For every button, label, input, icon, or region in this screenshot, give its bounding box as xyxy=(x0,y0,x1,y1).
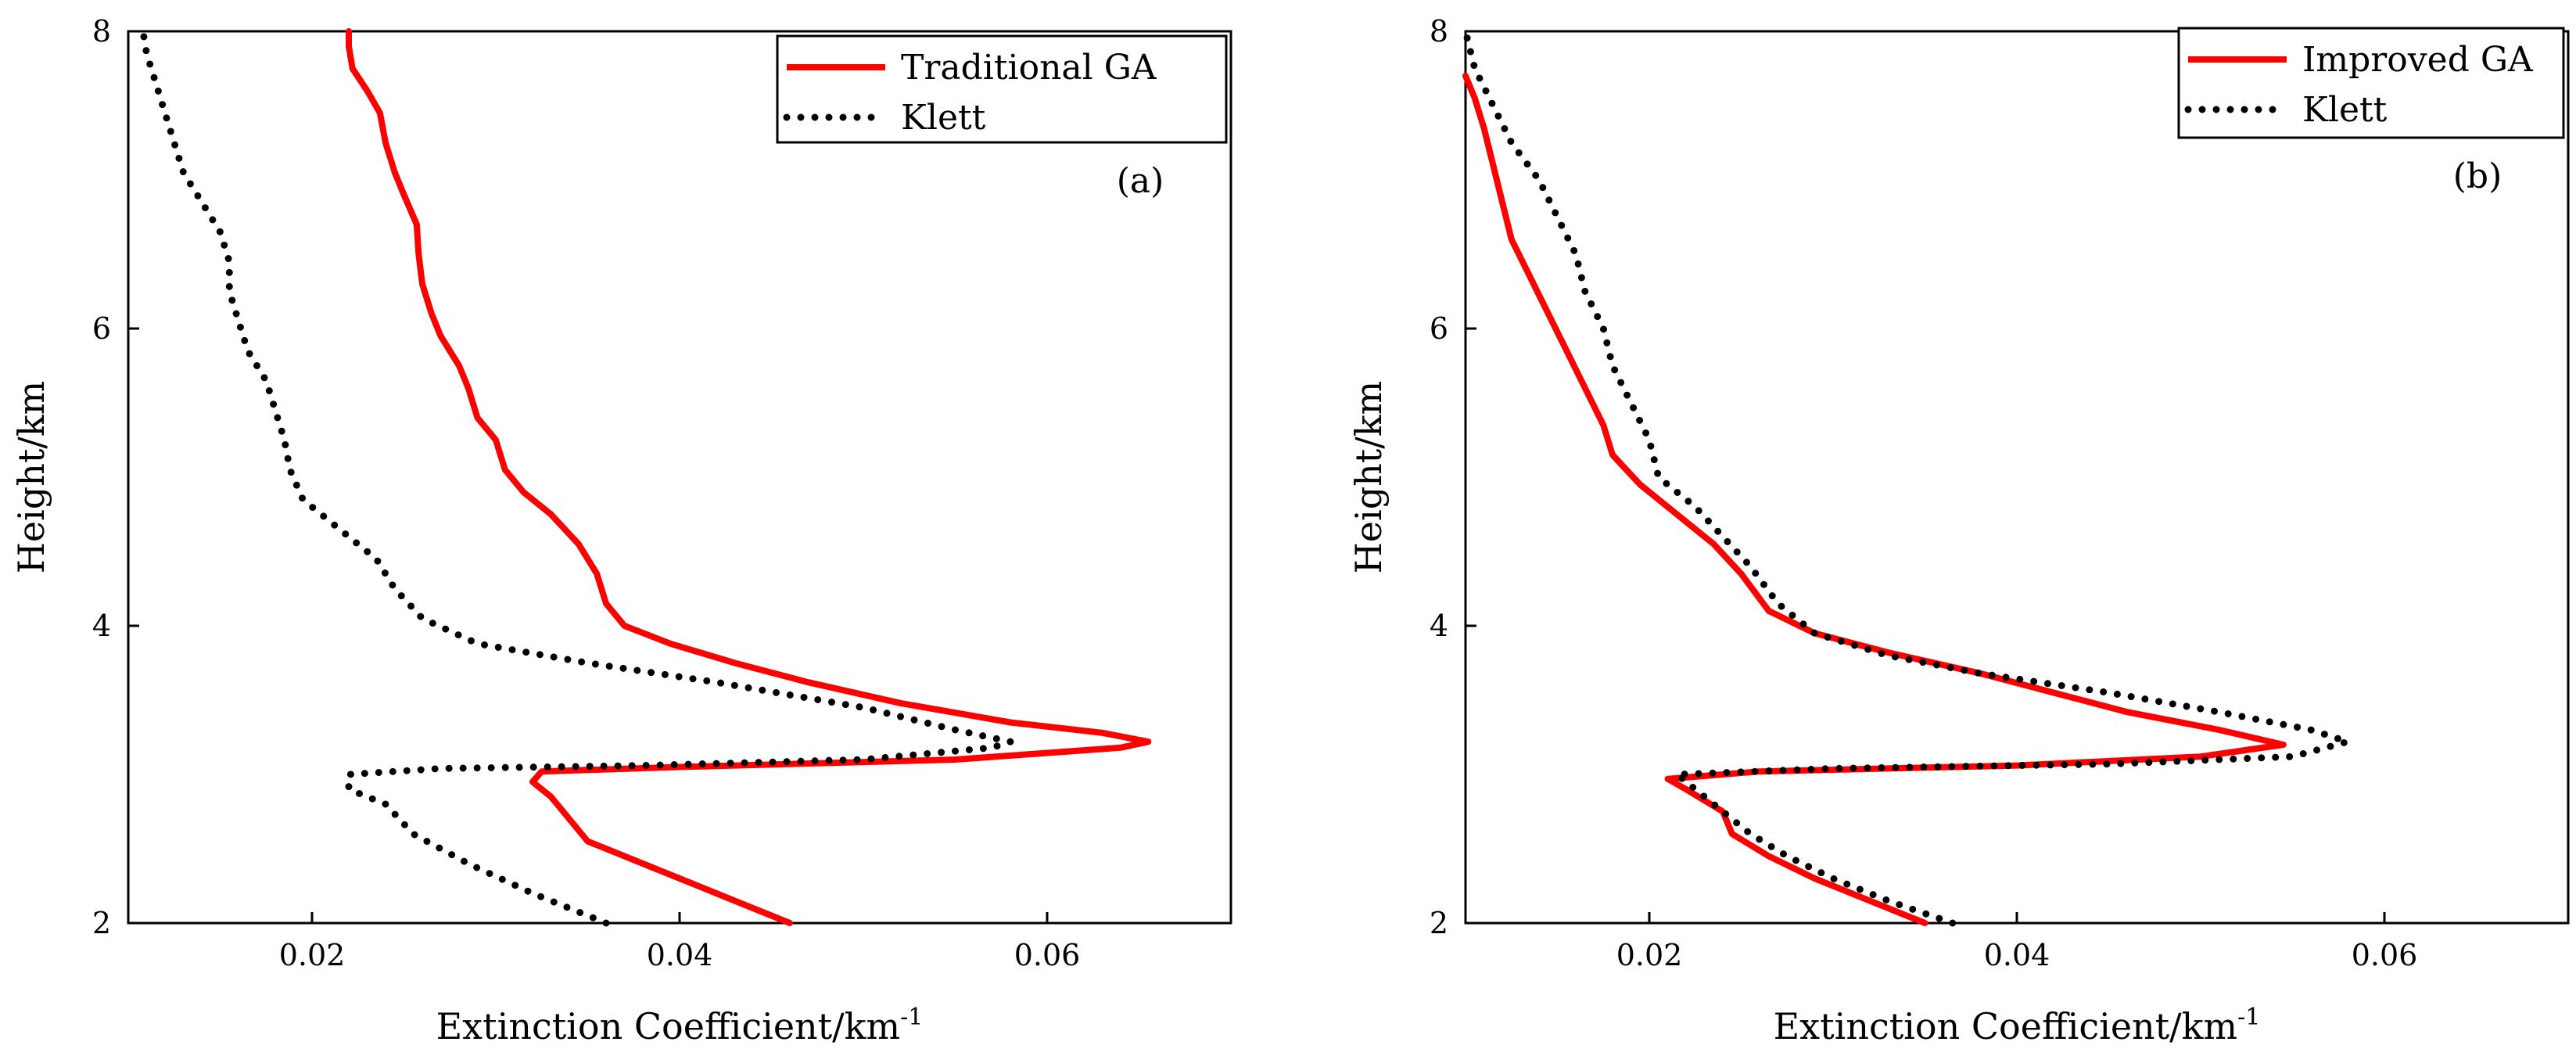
y-axis-label: Height/km xyxy=(10,381,52,574)
y-tick-label: 6 xyxy=(92,311,111,346)
legend-label: Klett xyxy=(2302,90,2388,130)
series-line-improved-ga xyxy=(1462,73,2287,926)
plot-frame xyxy=(127,30,1232,925)
x-tick-label: 0.06 xyxy=(1014,938,1081,972)
chart-panel-b: 0.02 0.04 0.06 2 4 6 8 Extinction Coefficient/k… xyxy=(1347,14,2570,1047)
series-line-klett xyxy=(139,27,1014,927)
legend-label: Improved GA xyxy=(2302,40,2534,80)
y-tick-label: 2 xyxy=(92,906,111,940)
y-tick-label: 8 xyxy=(1430,14,1448,48)
y-axis-label: Height/km xyxy=(1347,381,1390,574)
legend-box xyxy=(776,34,1228,144)
x-tick-label: 0.02 xyxy=(1616,938,1683,972)
y-tick-label: 8 xyxy=(92,14,111,48)
x-tick-label: 0.04 xyxy=(647,938,713,972)
x-axis-label: Extinction Coefficient/km-1 xyxy=(436,1004,924,1047)
series-line-klett xyxy=(1462,27,2352,927)
y-tick-label: 2 xyxy=(1430,906,1448,940)
y-tick-label: 6 xyxy=(1430,311,1448,346)
legend-box xyxy=(2177,27,2565,139)
legend: Traditional GA Klett xyxy=(776,34,1228,144)
y-tick-label: 4 xyxy=(92,609,111,643)
x-tick-label: 0.04 xyxy=(1984,938,2050,972)
x-tick-label: 0.06 xyxy=(2352,938,2418,972)
y-tick-label: 4 xyxy=(1430,609,1448,643)
legend-label: Klett xyxy=(901,98,986,138)
panel-label: (a) xyxy=(1117,161,1164,201)
legend: Improved GA Klett xyxy=(2177,27,2565,139)
x-axis-label: Extinction Coefficient/km-1 xyxy=(1774,1004,2261,1047)
legend-label: Traditional GA xyxy=(901,48,1157,88)
panel-label: (b) xyxy=(2453,156,2502,196)
x-tick-label: 0.02 xyxy=(279,938,346,972)
chart-panel-a: 0.02 0.04 0.06 2 4 6 8 Extinction Coefficient/k… xyxy=(10,14,1232,1047)
series-line-traditional-ga xyxy=(346,28,1152,926)
